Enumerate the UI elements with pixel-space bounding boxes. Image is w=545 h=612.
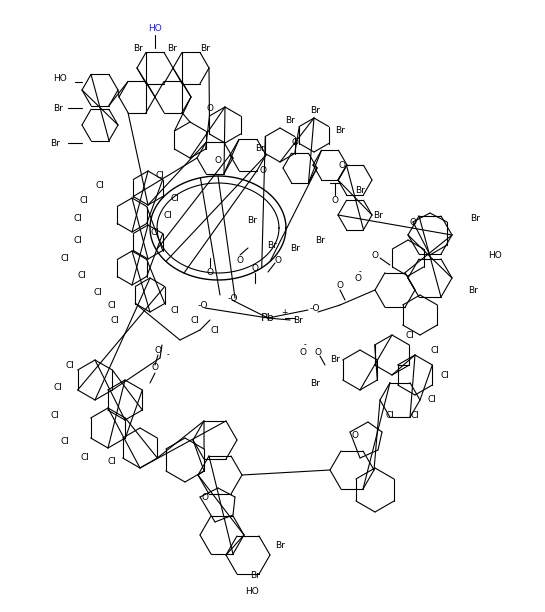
Text: Br: Br: [310, 105, 320, 114]
Text: O: O: [300, 348, 306, 357]
Text: O: O: [237, 255, 244, 264]
Text: Cl: Cl: [74, 214, 82, 223]
Text: Cl: Cl: [53, 384, 63, 392]
Text: Cl: Cl: [155, 171, 165, 179]
Text: Br: Br: [293, 316, 303, 324]
Text: Br: Br: [53, 103, 63, 113]
Text: Cl: Cl: [81, 453, 89, 463]
Text: Br: Br: [133, 43, 143, 53]
Text: Br: Br: [255, 143, 265, 152]
Text: Br: Br: [250, 570, 260, 580]
Text: O: O: [338, 160, 346, 170]
Text: Cl: Cl: [51, 411, 59, 419]
Text: O: O: [275, 255, 282, 264]
Text: Cl: Cl: [410, 411, 420, 419]
Text: Cl: Cl: [60, 438, 69, 447]
Text: HO: HO: [488, 250, 502, 259]
Text: O: O: [152, 364, 159, 373]
Text: Cl: Cl: [74, 236, 82, 245]
Text: O: O: [259, 165, 267, 174]
Text: Cl: Cl: [171, 193, 179, 203]
Text: Cl: Cl: [440, 370, 450, 379]
Text: Cl: Cl: [77, 271, 87, 280]
Text: +: +: [281, 307, 287, 316]
Text: Cl: Cl: [171, 305, 179, 315]
Text: Cl: Cl: [164, 211, 172, 220]
Text: O: O: [354, 274, 361, 283]
Text: HO: HO: [53, 73, 67, 83]
Text: Cl: Cl: [385, 411, 395, 419]
Text: Pb: Pb: [261, 313, 275, 323]
Text: Br: Br: [470, 214, 480, 223]
Text: O: O: [409, 217, 416, 226]
Text: O: O: [314, 348, 322, 357]
Text: Cl: Cl: [428, 395, 437, 405]
Text: O: O: [292, 138, 299, 146]
Text: Cl: Cl: [405, 330, 414, 340]
Text: Cl: Cl: [80, 195, 88, 204]
Text: O: O: [207, 267, 214, 277]
Text: Cl: Cl: [107, 458, 117, 466]
Text: Br: Br: [267, 241, 277, 250]
Text: Br: Br: [275, 540, 285, 550]
Text: Cl: Cl: [191, 316, 199, 324]
Text: -: -: [304, 340, 306, 349]
Text: Cl: Cl: [65, 360, 75, 370]
Text: -O: -O: [198, 300, 209, 310]
Text: O: O: [154, 346, 161, 354]
Text: Br: Br: [285, 116, 295, 124]
Text: Br: Br: [330, 356, 340, 365]
Text: Cl: Cl: [107, 300, 117, 310]
Text: O: O: [336, 280, 343, 289]
Text: O: O: [251, 264, 258, 272]
Text: Cl: Cl: [431, 346, 439, 354]
Text: O: O: [215, 155, 221, 165]
Text: Cl: Cl: [94, 288, 102, 296]
Text: -O: -O: [310, 304, 320, 313]
Text: O: O: [202, 493, 209, 502]
Text: Cl: Cl: [111, 316, 119, 324]
Text: Cl: Cl: [150, 228, 160, 236]
Text: Br: Br: [310, 378, 320, 387]
Text: Br: Br: [315, 236, 325, 245]
Text: O: O: [207, 103, 214, 113]
Text: -O: -O: [228, 294, 239, 302]
Text: HO: HO: [245, 588, 259, 597]
Text: Br: Br: [335, 125, 345, 135]
Text: -: -: [359, 267, 361, 277]
Text: Br: Br: [355, 185, 365, 195]
Text: O: O: [352, 430, 359, 439]
Text: Br: Br: [200, 43, 210, 53]
Text: -: -: [167, 351, 169, 359]
Text: Cl: Cl: [95, 181, 105, 190]
Text: Br: Br: [167, 43, 177, 53]
Text: Br: Br: [247, 215, 257, 225]
Text: Br: Br: [373, 211, 383, 220]
Text: Br: Br: [468, 286, 478, 294]
Text: Cl: Cl: [60, 253, 69, 263]
Text: Br: Br: [290, 244, 300, 253]
Text: O: O: [331, 195, 338, 204]
Text: HO: HO: [148, 23, 162, 32]
Text: O: O: [372, 250, 378, 259]
Text: Br: Br: [50, 138, 60, 147]
Text: Cl: Cl: [210, 326, 220, 335]
